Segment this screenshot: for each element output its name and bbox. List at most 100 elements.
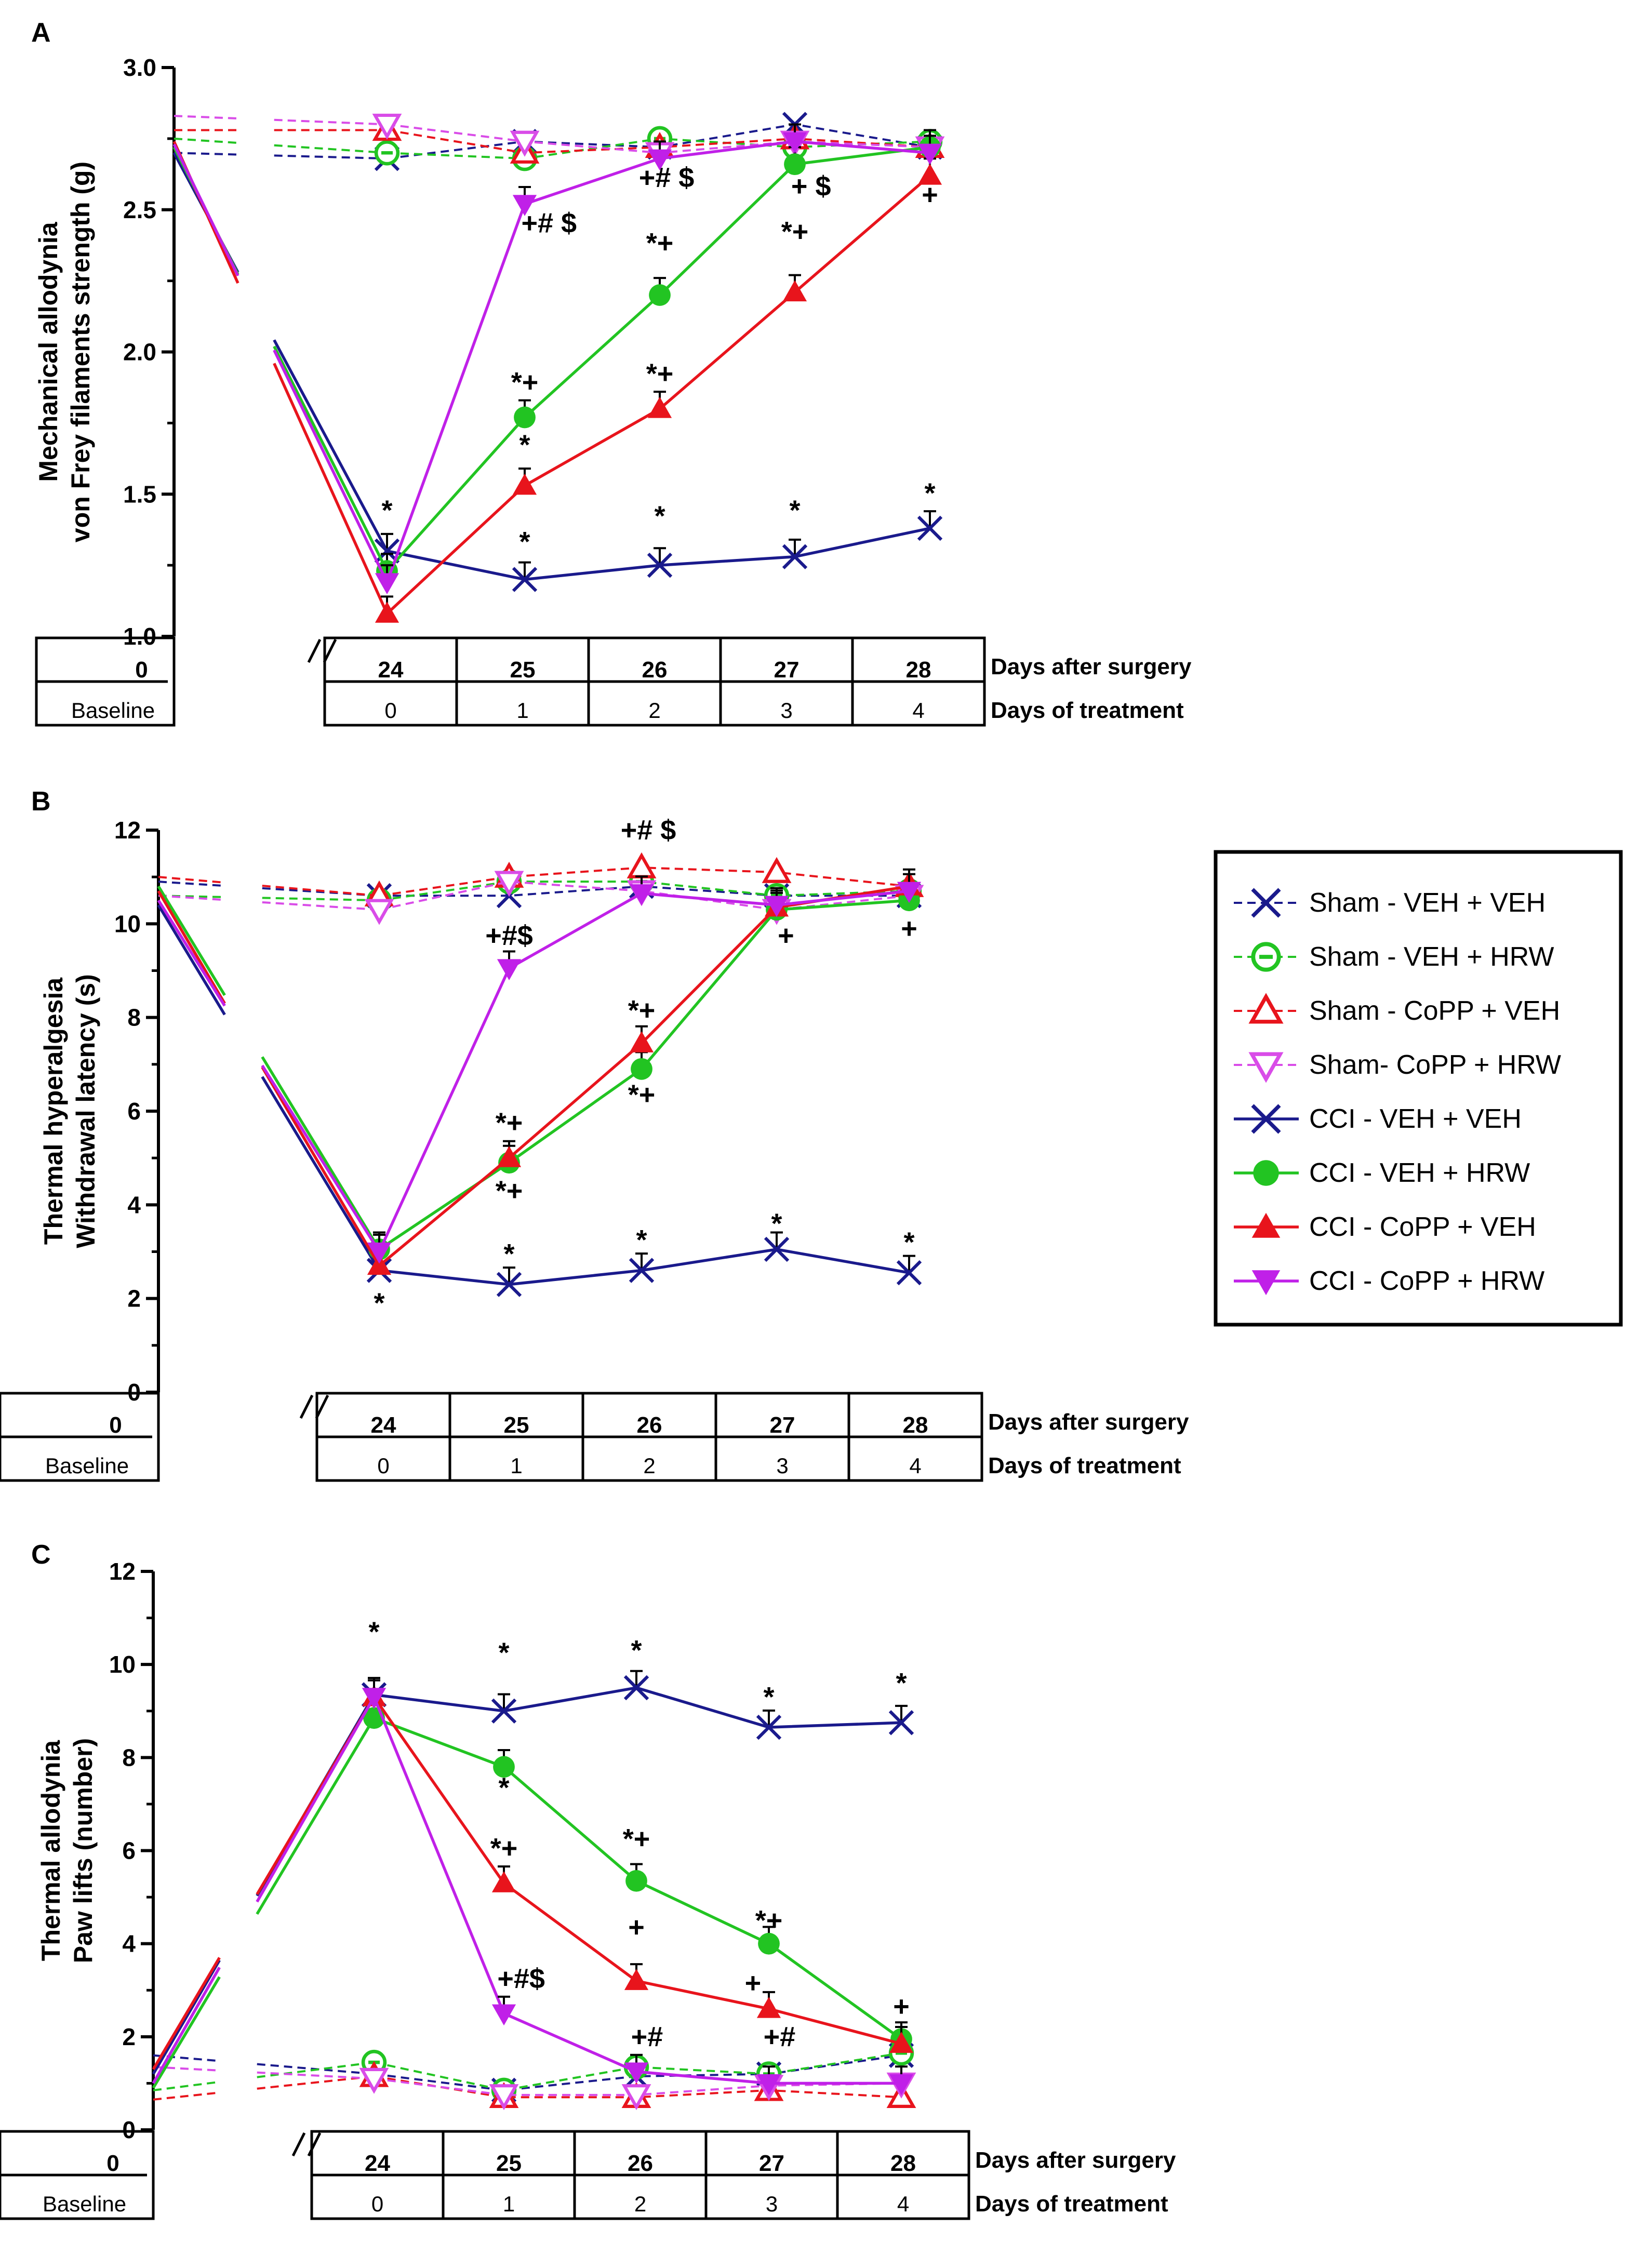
series-sham-copp-hrw: [174, 113, 945, 168]
series-line-segment: [158, 876, 225, 884]
days-after-cell-25: 25: [510, 657, 536, 683]
day-zero-label: 0: [109, 1412, 122, 1438]
data-point: [784, 153, 806, 176]
significance-annotation: *+: [490, 1833, 518, 1864]
data-point: [494, 871, 524, 897]
data-point: [647, 396, 672, 418]
legend: Sham - VEH + VEH Sham - VEH + HRW Sham - C…: [1214, 850, 1623, 1327]
baseline-label: Baseline: [71, 698, 155, 723]
series-cci-veh-hrw: [152, 1700, 912, 2089]
legend-marker: [1251, 1212, 1281, 1238]
data-point-tri: [762, 857, 792, 883]
axis-break-slash: [291, 2132, 306, 2157]
significance-annotation: *: [654, 500, 665, 531]
days-treat-cell-4: 4: [912, 698, 924, 723]
data-point: [762, 857, 792, 883]
significance-annotation: +: [922, 179, 938, 210]
y-tick-label-12: 12: [114, 817, 141, 844]
y-tick-label-4: 4: [127, 1191, 141, 1218]
data-point-tri: [375, 573, 399, 595]
legend-marker: [1253, 1160, 1279, 1186]
significance-annotation: *: [374, 1288, 384, 1319]
days-after-cell-26: 26: [637, 1412, 662, 1438]
data-point-tri: [629, 1031, 654, 1052]
y-axis-label: Thermal hyperalgesia Withdrawal latency (…: [39, 974, 100, 1248]
significance-annotation: +: [778, 920, 794, 951]
series-line-segment: [153, 2054, 220, 2062]
data-point-b: [496, 1272, 522, 1297]
data-point-tri: [497, 1146, 522, 1167]
significance-annotation: *+: [646, 228, 674, 259]
days-after-cell-28: 28: [906, 657, 931, 683]
significance-annotation: *+: [496, 1108, 523, 1139]
days-after-row-label: Days after surgery: [991, 654, 1192, 679]
y-tick-label-8: 8: [127, 1004, 141, 1031]
y-tick-label-1.5: 1.5: [123, 481, 156, 508]
days-after-row-label: Days after surgery: [975, 2147, 1176, 2173]
series-line-segment: [273, 345, 389, 572]
days-treat-cell-0: 0: [377, 1453, 389, 1478]
data-point-dot: [758, 1932, 780, 1955]
data-point: [764, 1236, 790, 1262]
days-treat-cell-2: 2: [634, 2192, 646, 2216]
day-zero-label: 0: [106, 2151, 119, 2176]
y-tick-label-0: 0: [122, 2116, 136, 2143]
axis-break-slash: [299, 1394, 314, 1419]
data-point-b: [896, 1260, 922, 1286]
data-point-dot: [784, 153, 806, 176]
series-line-segment: [158, 895, 225, 898]
days-after-cell-27: 27: [759, 2151, 784, 2176]
significance-annotation: +#: [764, 2021, 796, 2052]
data-point-dot: [493, 1756, 515, 1778]
series-line-segment: [257, 2071, 375, 2080]
series-line-segment: [262, 885, 380, 897]
series-line-segment: [256, 1696, 376, 1903]
data-point: [493, 1756, 515, 1778]
significance-annotation: +: [893, 1991, 910, 2022]
axis-break-slash: [323, 638, 337, 663]
y-axis-label-line: von Frey filaments strength (g): [66, 162, 95, 542]
data-point-tri: [889, 2032, 914, 2053]
series-line: [374, 1686, 902, 1729]
data-point: [897, 882, 922, 903]
days-after-cell-27: 27: [774, 657, 800, 683]
legend-label: CCI - CoPP + VEH: [1309, 1212, 1536, 1242]
data-point-b: [888, 1710, 914, 1736]
days-treat-cell-3: 3: [766, 2192, 778, 2216]
days-treat-row-label: Days of treatment: [991, 698, 1184, 723]
significance-annotation: *: [896, 1668, 907, 1699]
data-point: [647, 552, 673, 578]
data-point: [631, 1058, 652, 1080]
data-point-tri: [756, 2074, 781, 2096]
series-line-segment: [152, 1959, 221, 2075]
series-line-segment: [157, 904, 226, 1016]
series-line-segment: [152, 1966, 221, 2084]
series-line-segment: [261, 1064, 381, 1252]
significance-annotation: +# $: [621, 815, 676, 846]
legend-marker: [1251, 888, 1281, 918]
data-point-b: [623, 1675, 649, 1701]
data-point: [624, 2062, 649, 2084]
data-point: [621, 2084, 651, 2111]
data-point: [375, 573, 399, 595]
data-point: [362, 1688, 387, 1709]
data-point-tri: [889, 2074, 914, 2096]
series-cci-copp-hrw: [152, 1679, 914, 2096]
series-line-segment: [274, 154, 388, 160]
data-point-dot: [514, 406, 536, 429]
data-point: [627, 852, 657, 878]
days-after-cell-26: 26: [642, 657, 668, 683]
data-point: [624, 1969, 649, 1990]
data-point-tri: [489, 2084, 519, 2111]
significance-annotation: *: [381, 495, 392, 526]
data-point: [491, 1698, 517, 1724]
series-line-segment: [256, 1717, 376, 1915]
data-point: [756, 1996, 781, 2018]
y-tick-label-1.0: 1.0: [123, 623, 156, 650]
days-treat-cell-3: 3: [776, 1453, 788, 1478]
days-after-cell-28: 28: [890, 2151, 916, 2176]
series-line-segment: [152, 1957, 221, 2070]
legend-marker: [1251, 1104, 1281, 1134]
